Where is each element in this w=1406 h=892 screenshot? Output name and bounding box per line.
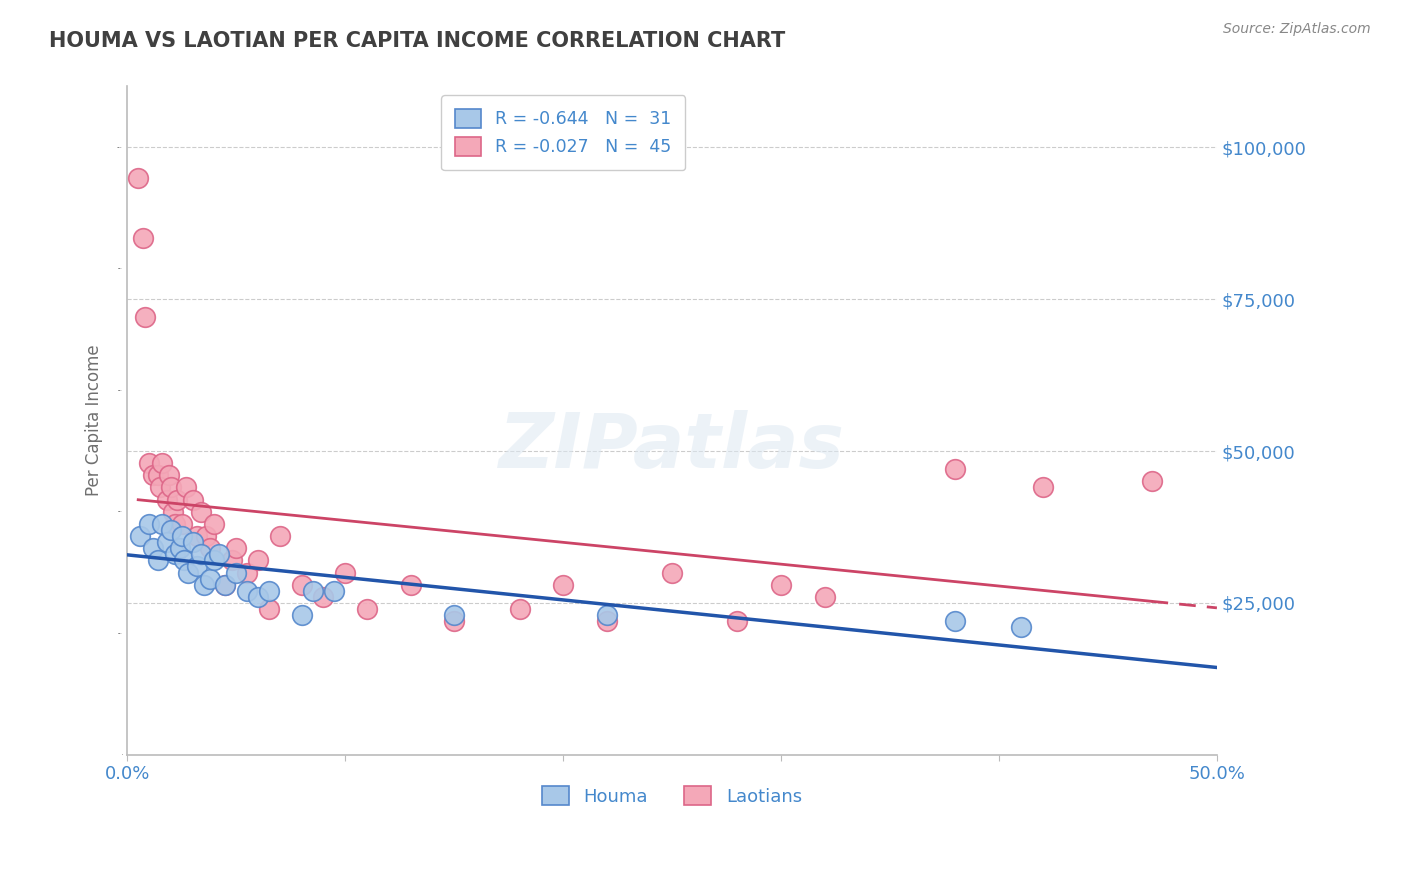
Point	[138, 516, 160, 531]
Point	[129, 529, 152, 543]
Point	[945, 462, 967, 476]
Point	[170, 529, 193, 543]
Point	[770, 578, 793, 592]
Point	[225, 541, 247, 556]
Point	[138, 456, 160, 470]
Point	[149, 481, 172, 495]
Point	[193, 578, 215, 592]
Point	[208, 547, 231, 561]
Point	[814, 590, 837, 604]
Point	[443, 608, 465, 623]
Point	[291, 578, 314, 592]
Point	[190, 505, 212, 519]
Point	[236, 566, 259, 580]
Point	[214, 578, 236, 592]
Text: ZIPatlas: ZIPatlas	[499, 410, 845, 484]
Point	[335, 566, 357, 580]
Point	[1032, 481, 1054, 495]
Point	[221, 553, 243, 567]
Point	[301, 583, 323, 598]
Point	[174, 481, 197, 495]
Point	[225, 566, 247, 580]
Point	[291, 608, 314, 623]
Point	[1010, 620, 1032, 634]
Point	[727, 614, 749, 628]
Text: HOUMA VS LAOTIAN PER CAPITA INCOME CORRELATION CHART: HOUMA VS LAOTIAN PER CAPITA INCOME CORRE…	[49, 31, 786, 51]
Point	[596, 614, 619, 628]
Point	[181, 492, 204, 507]
Point	[166, 492, 188, 507]
Point	[356, 602, 378, 616]
Text: Source: ZipAtlas.com: Source: ZipAtlas.com	[1223, 22, 1371, 37]
Point	[146, 553, 169, 567]
Point	[142, 468, 165, 483]
Point	[661, 566, 683, 580]
Point	[214, 578, 236, 592]
Point	[198, 572, 221, 586]
Point	[173, 553, 195, 567]
Point	[177, 566, 200, 580]
Legend: Houma, Laotians: Houma, Laotians	[536, 779, 810, 813]
Point	[170, 516, 193, 531]
Point	[157, 468, 180, 483]
Point	[204, 553, 226, 567]
Point	[323, 583, 346, 598]
Point	[150, 456, 173, 470]
Point	[399, 578, 422, 592]
Point	[312, 590, 335, 604]
Point	[150, 516, 173, 531]
Point	[155, 535, 177, 549]
Point	[194, 529, 217, 543]
Point	[945, 614, 967, 628]
Point	[443, 614, 465, 628]
Point	[190, 547, 212, 561]
Point	[127, 170, 149, 185]
Point	[204, 516, 226, 531]
Point	[160, 523, 183, 537]
Point	[509, 602, 531, 616]
Point	[165, 516, 187, 531]
Point	[596, 608, 619, 623]
Point	[160, 481, 183, 495]
Point	[269, 529, 291, 543]
Point	[186, 529, 208, 543]
Point	[165, 547, 187, 561]
Point	[162, 505, 184, 519]
Point	[198, 541, 221, 556]
Point	[247, 590, 270, 604]
Point	[553, 578, 575, 592]
Point	[186, 559, 208, 574]
Point	[247, 553, 270, 567]
Point	[155, 492, 177, 507]
Point	[181, 535, 204, 549]
Point	[1140, 475, 1163, 489]
Point	[131, 231, 153, 245]
Point	[257, 602, 280, 616]
Point	[169, 541, 191, 556]
Point	[142, 541, 165, 556]
Point	[236, 583, 259, 598]
Point	[257, 583, 280, 598]
Point	[146, 468, 169, 483]
Y-axis label: Per Capita Income: Per Capita Income	[86, 345, 103, 497]
Point	[134, 310, 156, 325]
